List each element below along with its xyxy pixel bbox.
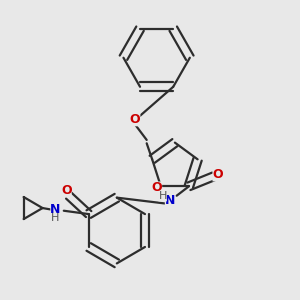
Text: O: O [130,113,140,126]
Text: O: O [61,184,72,197]
Text: N: N [165,194,175,207]
Text: O: O [152,182,162,194]
Text: H: H [158,191,167,201]
Text: O: O [212,168,223,182]
Text: H: H [51,213,60,223]
Text: N: N [50,202,61,216]
